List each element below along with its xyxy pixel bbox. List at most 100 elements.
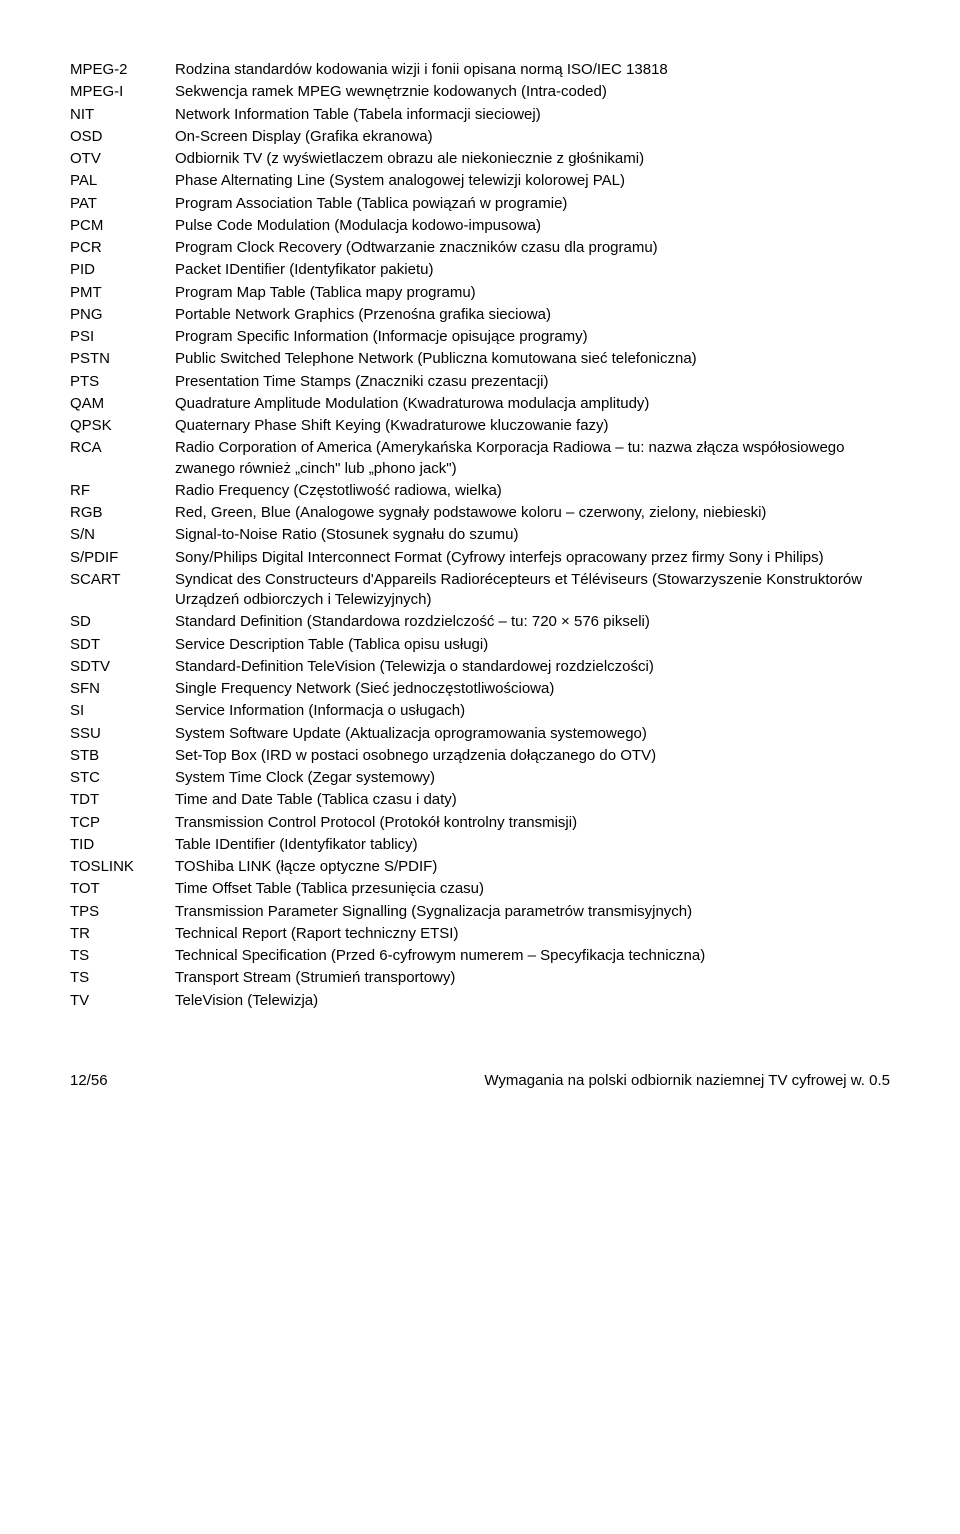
abbreviation: S/N xyxy=(70,525,175,545)
definition-row: TCPTransmission Control Protocol (Protok… xyxy=(70,813,890,833)
definition-row: TSTransport Stream (Strumień transportow… xyxy=(70,968,890,988)
definition-row: SCARTSyndicat des Constructeurs d'Appare… xyxy=(70,570,890,611)
abbreviation: TS xyxy=(70,968,175,988)
abbreviation: QPSK xyxy=(70,416,175,436)
abbreviation: TDT xyxy=(70,790,175,810)
abbreviation: PAL xyxy=(70,171,175,191)
definition-text: Technical Specification (Przed 6-cyfrowy… xyxy=(175,946,890,966)
definition-row: TIDTable IDentifier (Identyfikator tabli… xyxy=(70,835,890,855)
abbreviation: SDT xyxy=(70,635,175,655)
definition-text: Table IDentifier (Identyfikator tablicy) xyxy=(175,835,890,855)
definition-text: Phase Alternating Line (System analogowe… xyxy=(175,171,890,191)
footer-document-title: Wymagania na polski odbiornik naziemnej … xyxy=(484,1071,890,1091)
abbreviation: TID xyxy=(70,835,175,855)
definition-row: OSDOn-Screen Display (Grafika ekranowa) xyxy=(70,127,890,147)
definition-text: Single Frequency Network (Sieć jednoczęs… xyxy=(175,679,890,699)
page-footer: 12/56 Wymagania na polski odbiornik nazi… xyxy=(70,1071,890,1091)
definition-row: QPSKQuaternary Phase Shift Keying (Kwadr… xyxy=(70,416,890,436)
definition-text: Standard-Definition TeleVision (Telewizj… xyxy=(175,657,890,677)
abbreviation: RF xyxy=(70,481,175,501)
footer-page-number: 12/56 xyxy=(70,1071,108,1091)
definition-text: Time and Date Table (Tablica czasu i dat… xyxy=(175,790,890,810)
definition-text: Time Offset Table (Tablica przesunięcia … xyxy=(175,879,890,899)
definition-text: Quadrature Amplitude Modulation (Kwadrat… xyxy=(175,394,890,414)
definition-text: Signal-to-Noise Ratio (Stosunek sygnału … xyxy=(175,525,890,545)
definition-text: Sony/Philips Digital Interconnect Format… xyxy=(175,548,890,568)
abbreviation: PCM xyxy=(70,216,175,236)
abbreviation: TV xyxy=(70,991,175,1011)
abbreviation: PNG xyxy=(70,305,175,325)
definition-row: MPEG-ISekwencja ramek MPEG wewnętrznie k… xyxy=(70,82,890,102)
abbreviation: TR xyxy=(70,924,175,944)
definition-row: PCMPulse Code Modulation (Modulacja kodo… xyxy=(70,216,890,236)
definition-row: OTVOdbiornik TV (z wyświetlaczem obrazu … xyxy=(70,149,890,169)
definition-row: RFRadio Frequency (Częstotliwość radiowa… xyxy=(70,481,890,501)
definition-row: STCSystem Time Clock (Zegar systemowy) xyxy=(70,768,890,788)
definition-text: TOShiba LINK (łącze optyczne S/PDIF) xyxy=(175,857,890,877)
definition-text: Standard Definition (Standardowa rozdzie… xyxy=(175,612,890,632)
abbreviation: SDTV xyxy=(70,657,175,677)
abbreviation: MPEG-2 xyxy=(70,60,175,80)
definition-row: PMTProgram Map Table (Tablica mapy progr… xyxy=(70,283,890,303)
definition-text: Transport Stream (Strumień transportowy) xyxy=(175,968,890,988)
definition-text: Technical Report (Raport techniczny ETSI… xyxy=(175,924,890,944)
definition-row: NITNetwork Information Table (Tabela inf… xyxy=(70,105,890,125)
abbreviation: PAT xyxy=(70,194,175,214)
definition-text: Red, Green, Blue (Analogowe sygnały pods… xyxy=(175,503,890,523)
definition-text: Radio Frequency (Częstotliwość radiowa, … xyxy=(175,481,890,501)
definition-row: TOSLINKTOShiba LINK (łącze optyczne S/PD… xyxy=(70,857,890,877)
definition-text: Portable Network Graphics (Przenośna gra… xyxy=(175,305,890,325)
definition-text: System Software Update (Aktualizacja opr… xyxy=(175,724,890,744)
definition-row: TPSTransmission Parameter Signalling (Sy… xyxy=(70,902,890,922)
definition-text: Program Association Table (Tablica powią… xyxy=(175,194,890,214)
abbreviation: TOSLINK xyxy=(70,857,175,877)
definition-text: Set-Top Box (IRD w postaci osobnego urzą… xyxy=(175,746,890,766)
definition-row: TDTTime and Date Table (Tablica czasu i … xyxy=(70,790,890,810)
definition-row: TVTeleVision (Telewizja) xyxy=(70,991,890,1011)
definition-row: PATProgram Association Table (Tablica po… xyxy=(70,194,890,214)
abbreviation: QAM xyxy=(70,394,175,414)
abbreviation: STC xyxy=(70,768,175,788)
abbreviation: TPS xyxy=(70,902,175,922)
abbreviation: NIT xyxy=(70,105,175,125)
definition-row: TRTechnical Report (Raport techniczny ET… xyxy=(70,924,890,944)
definition-row: TSTechnical Specification (Przed 6-cyfro… xyxy=(70,946,890,966)
abbreviation: PSI xyxy=(70,327,175,347)
abbreviation: RCA xyxy=(70,438,175,479)
definition-text: Rodzina standardów kodowania wizji i fon… xyxy=(175,60,890,80)
document-page: MPEG-2Rodzina standardów kodowania wizji… xyxy=(0,0,960,1121)
abbreviation: SFN xyxy=(70,679,175,699)
abbreviation: TCP xyxy=(70,813,175,833)
definition-text: System Time Clock (Zegar systemowy) xyxy=(175,768,890,788)
abbreviation: OTV xyxy=(70,149,175,169)
definition-text: Program Map Table (Tablica mapy programu… xyxy=(175,283,890,303)
definition-text: Public Switched Telephone Network (Publi… xyxy=(175,349,890,369)
definition-text: Quaternary Phase Shift Keying (Kwadratur… xyxy=(175,416,890,436)
abbreviation: TS xyxy=(70,946,175,966)
definition-row: MPEG-2Rodzina standardów kodowania wizji… xyxy=(70,60,890,80)
abbreviation: OSD xyxy=(70,127,175,147)
definition-text: Service Description Table (Tablica opisu… xyxy=(175,635,890,655)
definition-row: QAMQuadrature Amplitude Modulation (Kwad… xyxy=(70,394,890,414)
definition-text: Radio Corporation of America (Amerykańsk… xyxy=(175,438,890,479)
definition-text: Odbiornik TV (z wyświetlaczem obrazu ale… xyxy=(175,149,890,169)
definition-row: SDTService Description Table (Tablica op… xyxy=(70,635,890,655)
abbreviation: PSTN xyxy=(70,349,175,369)
definition-row: TOTTime Offset Table (Tablica przesunięc… xyxy=(70,879,890,899)
definition-row: STBSet-Top Box (IRD w postaci osobnego u… xyxy=(70,746,890,766)
definition-row: PSTNPublic Switched Telephone Network (P… xyxy=(70,349,890,369)
definition-text: Sekwencja ramek MPEG wewnętrznie kodowan… xyxy=(175,82,890,102)
definition-row: PNGPortable Network Graphics (Przenośna … xyxy=(70,305,890,325)
abbreviation: RGB xyxy=(70,503,175,523)
definition-text: Network Information Table (Tabela inform… xyxy=(175,105,890,125)
abbreviation: STB xyxy=(70,746,175,766)
definition-text: Syndicat des Constructeurs d'Appareils R… xyxy=(175,570,890,611)
definition-text: Packet IDentifier (Identyfikator pakietu… xyxy=(175,260,890,280)
abbreviation: SCART xyxy=(70,570,175,611)
abbreviation: SI xyxy=(70,701,175,721)
definition-text: Program Specific Information (Informacje… xyxy=(175,327,890,347)
definition-row: SIService Information (Informacja o usłu… xyxy=(70,701,890,721)
abbreviation: PCR xyxy=(70,238,175,258)
definition-text: Pulse Code Modulation (Modulacja kodowo-… xyxy=(175,216,890,236)
definition-row: PIDPacket IDentifier (Identyfikator paki… xyxy=(70,260,890,280)
